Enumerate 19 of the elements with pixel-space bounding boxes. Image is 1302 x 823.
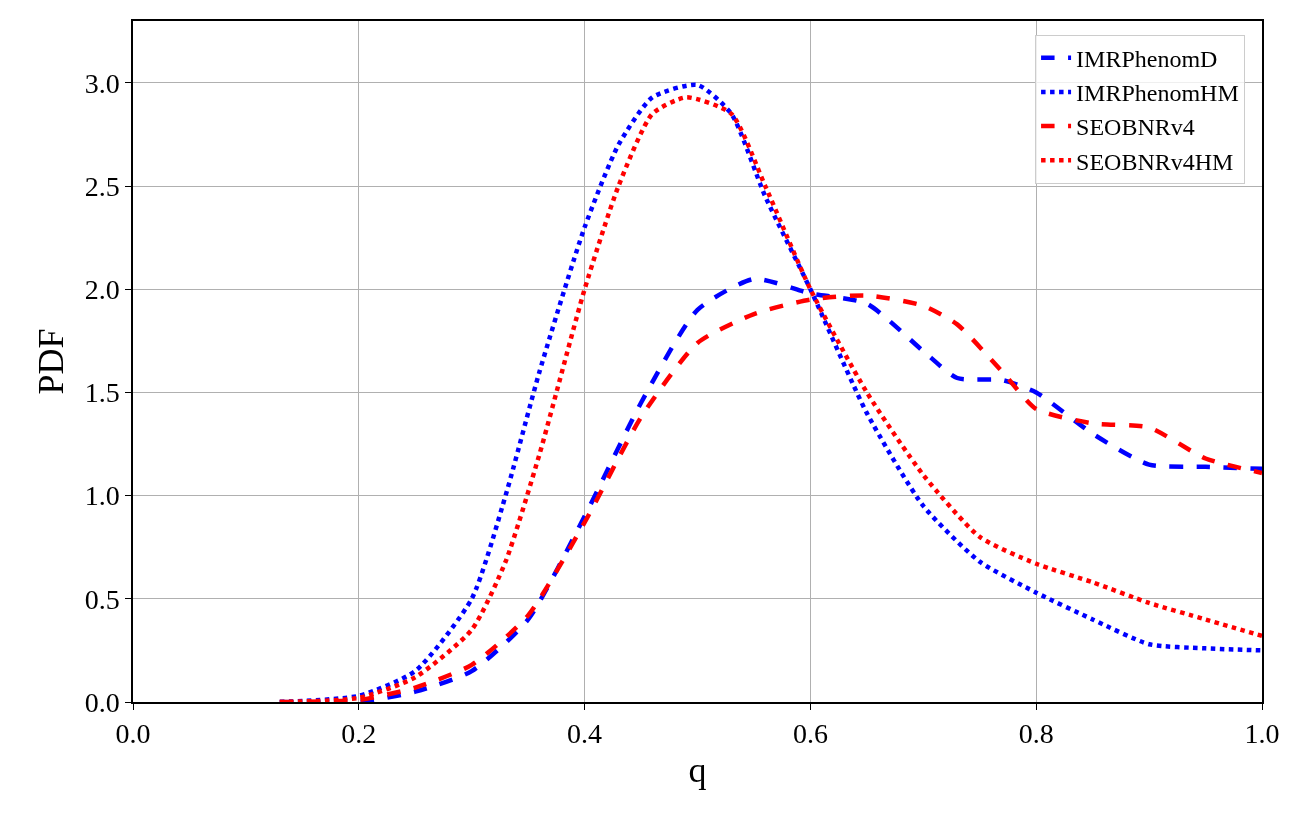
y-tick-label: 0.5 [84, 583, 120, 615]
y-tick-label: 3.0 [84, 67, 120, 99]
x-tick-label: 0.2 [341, 718, 377, 750]
legend-label: SEOBNRv4 [1076, 114, 1195, 141]
y-tick-label: 0.0 [84, 686, 120, 718]
y-tick-label: 1.5 [84, 377, 120, 409]
y-tick-label: 2.0 [84, 274, 120, 306]
legend-label: SEOBNRv4HM [1076, 148, 1234, 175]
x-axis-title: q [688, 749, 707, 790]
x-tick-label: 0.4 [567, 718, 603, 750]
x-tick-label: 1.0 [1244, 718, 1280, 750]
y-tick-label: 2.5 [84, 170, 120, 202]
legend-label: IMRPhenomHM [1076, 80, 1239, 107]
x-tick-label: 0.0 [115, 718, 151, 750]
y-tick-label: 1.0 [84, 480, 120, 512]
legend-label: IMRPhenomD [1076, 46, 1218, 73]
x-tick-label: 0.6 [792, 718, 828, 750]
y-axis-title: PDF [31, 328, 72, 395]
x-tick-label: 0.8 [1018, 718, 1054, 750]
